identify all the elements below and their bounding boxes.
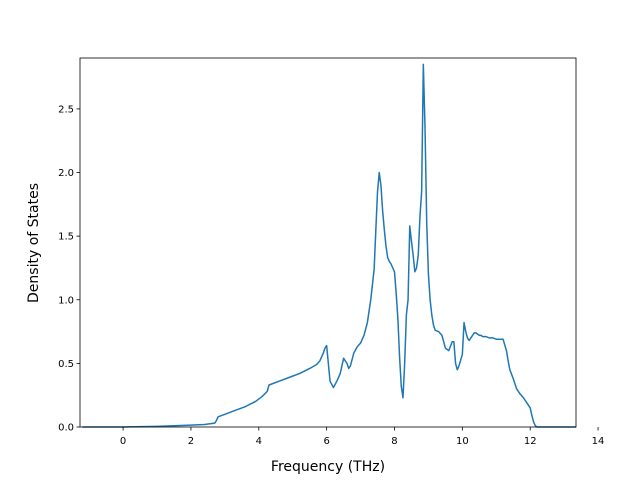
x-tick-label: 10 xyxy=(456,436,469,447)
x-tick-label: 8 xyxy=(391,436,397,447)
x-axis: 0 2 4 6 8 10 12 14 xyxy=(120,427,605,447)
x-tick-label: 4 xyxy=(256,436,262,447)
y-tick-label: 0.0 xyxy=(58,423,74,434)
x-tick-label: 0 xyxy=(120,436,126,447)
y-tick-label: 0.5 xyxy=(58,359,74,370)
y-tick-label: 2.5 xyxy=(58,104,74,115)
y-axis: 0.0 0.5 1.0 1.5 2.0 2.5 xyxy=(58,104,80,434)
y-tick-label: 1.0 xyxy=(58,295,74,306)
plot-area xyxy=(79,57,577,428)
y-tick-label: 1.5 xyxy=(58,232,74,243)
x-tick-label: 12 xyxy=(524,436,537,447)
plot-frame xyxy=(79,57,577,428)
x-axis-label: Frequency (THz) xyxy=(271,459,385,475)
x-tick-label: 14 xyxy=(592,436,605,447)
x-tick-label: 6 xyxy=(323,436,329,447)
dos-series-line-0 xyxy=(82,63,576,428)
y-tick-label: 2.0 xyxy=(58,168,74,179)
y-axis-label: Density of States xyxy=(26,183,42,303)
x-tick-label: 2 xyxy=(188,436,194,447)
